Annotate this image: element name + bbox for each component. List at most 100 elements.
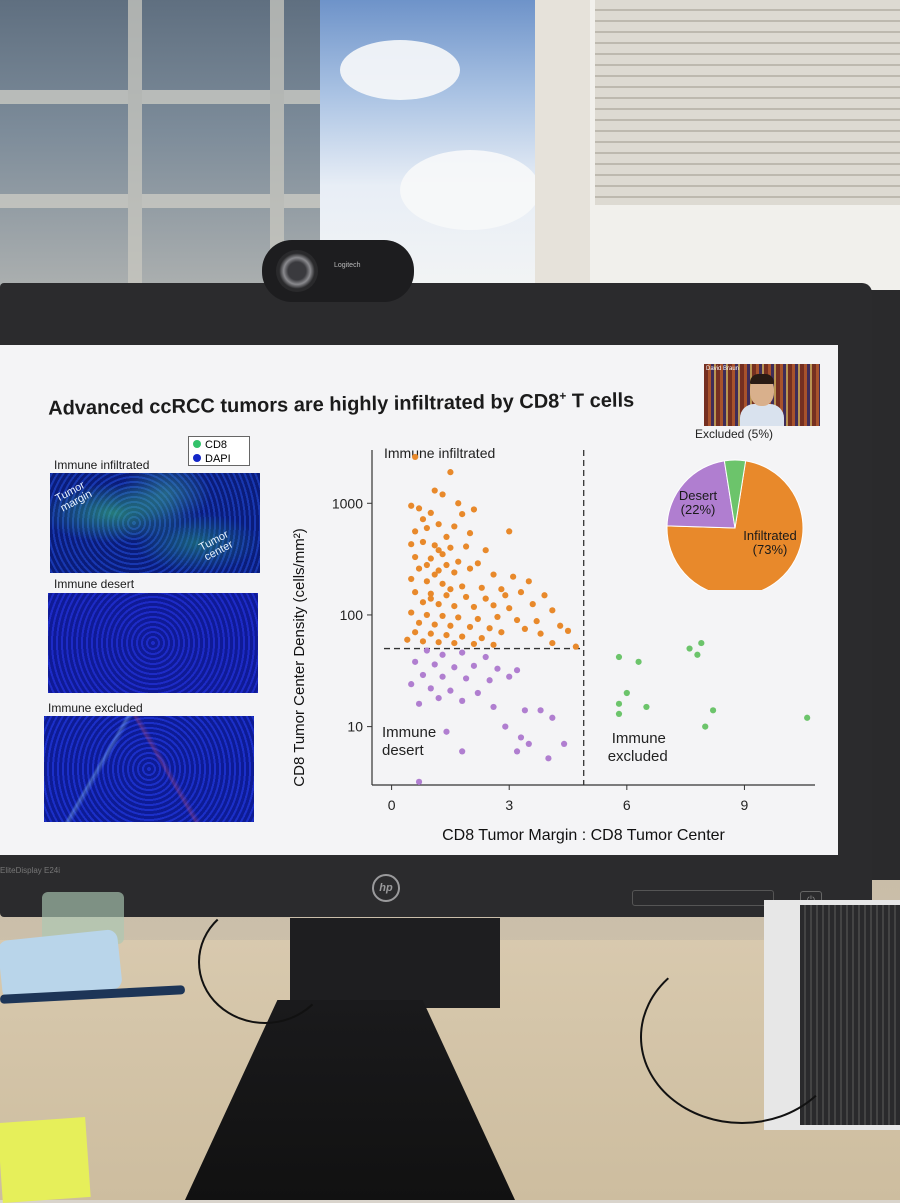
point-infiltrated	[427, 590, 434, 597]
legend-label: CD8	[205, 439, 228, 451]
point-infiltrated	[427, 630, 434, 637]
micrograph-label-margin: Tumor margin	[53, 479, 95, 515]
point-desert	[408, 681, 415, 688]
point-excluded	[702, 723, 709, 730]
webcam-lens	[276, 250, 318, 292]
point-infiltrated	[412, 453, 419, 461]
point-infiltrated	[506, 528, 513, 535]
pie-label-desert: Desert	[679, 488, 718, 503]
point-excluded	[804, 714, 811, 721]
presenter-avatar	[740, 374, 784, 426]
point-infiltrated	[564, 627, 572, 634]
panel-label-excluded: Immune excluded	[48, 701, 143, 715]
stain-legend: CD8 DAPI	[188, 436, 250, 466]
point-infiltrated	[431, 542, 438, 549]
point-infiltrated	[408, 609, 415, 616]
point-infiltrated	[506, 605, 513, 612]
point-desert	[419, 671, 427, 679]
point-desert	[435, 695, 442, 702]
point-infiltrated	[443, 533, 450, 540]
point-excluded	[623, 689, 630, 697]
point-excluded	[686, 645, 693, 652]
presenter-hair	[750, 374, 774, 384]
point-infiltrated	[466, 565, 474, 572]
y-tick-label: 10	[347, 719, 363, 735]
cable	[640, 950, 844, 1124]
pie-chart: Infiltrated(73%) Desert(22%) Excluded (5%)	[666, 427, 804, 590]
point-desert	[459, 748, 466, 755]
point-excluded	[694, 651, 701, 658]
micrograph-infiltrated: Tumor margin Tumor center	[50, 473, 260, 573]
pie-label-desert: (22%)	[681, 502, 716, 517]
point-infiltrated	[423, 611, 430, 619]
point-infiltrated	[415, 565, 423, 572]
point-infiltrated	[419, 599, 427, 606]
point-infiltrated	[404, 636, 411, 643]
legend-item-dapi: DAPI	[193, 452, 245, 466]
point-infiltrated	[482, 547, 489, 554]
point-desert	[474, 689, 481, 697]
monitor-model-label: EliteDisplay E24i	[0, 866, 61, 875]
point-desert	[439, 673, 446, 680]
point-infiltrated	[549, 607, 556, 614]
point-desert	[447, 687, 454, 694]
point-infiltrated	[427, 555, 434, 562]
point-infiltrated	[443, 561, 450, 569]
point-infiltrated	[451, 523, 458, 530]
point-infiltrated	[455, 558, 462, 565]
point-infiltrated	[447, 469, 454, 476]
point-infiltrated	[423, 524, 430, 532]
point-desert	[537, 707, 544, 714]
point-excluded	[615, 710, 623, 717]
point-infiltrated	[412, 589, 419, 596]
x-tick-label: 9	[741, 797, 749, 813]
point-infiltrated	[572, 643, 579, 650]
y-tick-label: 100	[340, 607, 364, 623]
point-infiltrated	[423, 578, 430, 585]
legend-label: DAPI	[205, 453, 231, 465]
point-infiltrated	[451, 569, 458, 576]
point-infiltrated	[423, 561, 430, 569]
point-desert	[439, 651, 446, 658]
micrograph-excluded	[44, 716, 254, 822]
point-infiltrated	[541, 592, 548, 599]
point-desert	[443, 728, 450, 735]
presenter-video[interactable]: David Braun	[704, 364, 820, 426]
monitor-control-buttons[interactable]	[632, 890, 774, 906]
point-desert	[502, 723, 509, 730]
presenter-name: David Braun	[706, 366, 740, 372]
point-infiltrated	[415, 619, 423, 626]
hp-logo-icon: hp	[372, 874, 400, 902]
point-infiltrated	[419, 638, 427, 645]
point-infiltrated	[447, 586, 454, 593]
point-desert	[521, 707, 528, 714]
point-desert	[506, 673, 513, 680]
point-infiltrated	[439, 580, 446, 587]
point-desert	[513, 667, 521, 674]
point-infiltrated	[498, 629, 505, 636]
point-infiltrated	[427, 595, 434, 602]
point-infiltrated	[529, 601, 536, 608]
point-desert	[482, 653, 489, 661]
slide-title-end: T cells	[566, 389, 635, 413]
point-infiltrated	[466, 623, 474, 631]
sticky-note	[0, 1117, 91, 1203]
point-infiltrated	[408, 502, 415, 509]
x-tick-label: 3	[505, 797, 513, 813]
x-axis-title: CD8 Tumor Margin : CD8 Tumor Center	[442, 827, 725, 844]
point-excluded	[709, 707, 717, 714]
point-infiltrated	[549, 639, 556, 647]
point-infiltrated	[482, 595, 489, 602]
point-desert	[486, 677, 493, 684]
webcam-brand: Logitech	[334, 262, 361, 269]
pie-slice-excluded	[723, 459, 747, 529]
point-infiltrated	[459, 633, 466, 640]
point-infiltrated	[490, 571, 497, 578]
point-infiltrated	[459, 511, 466, 518]
point-infiltrated	[447, 622, 454, 629]
region-label-infiltrated: Immune infiltrated	[384, 445, 495, 461]
point-infiltrated	[521, 625, 528, 632]
point-infiltrated	[435, 521, 442, 528]
point-infiltrated	[439, 612, 446, 620]
point-infiltrated	[533, 618, 540, 625]
